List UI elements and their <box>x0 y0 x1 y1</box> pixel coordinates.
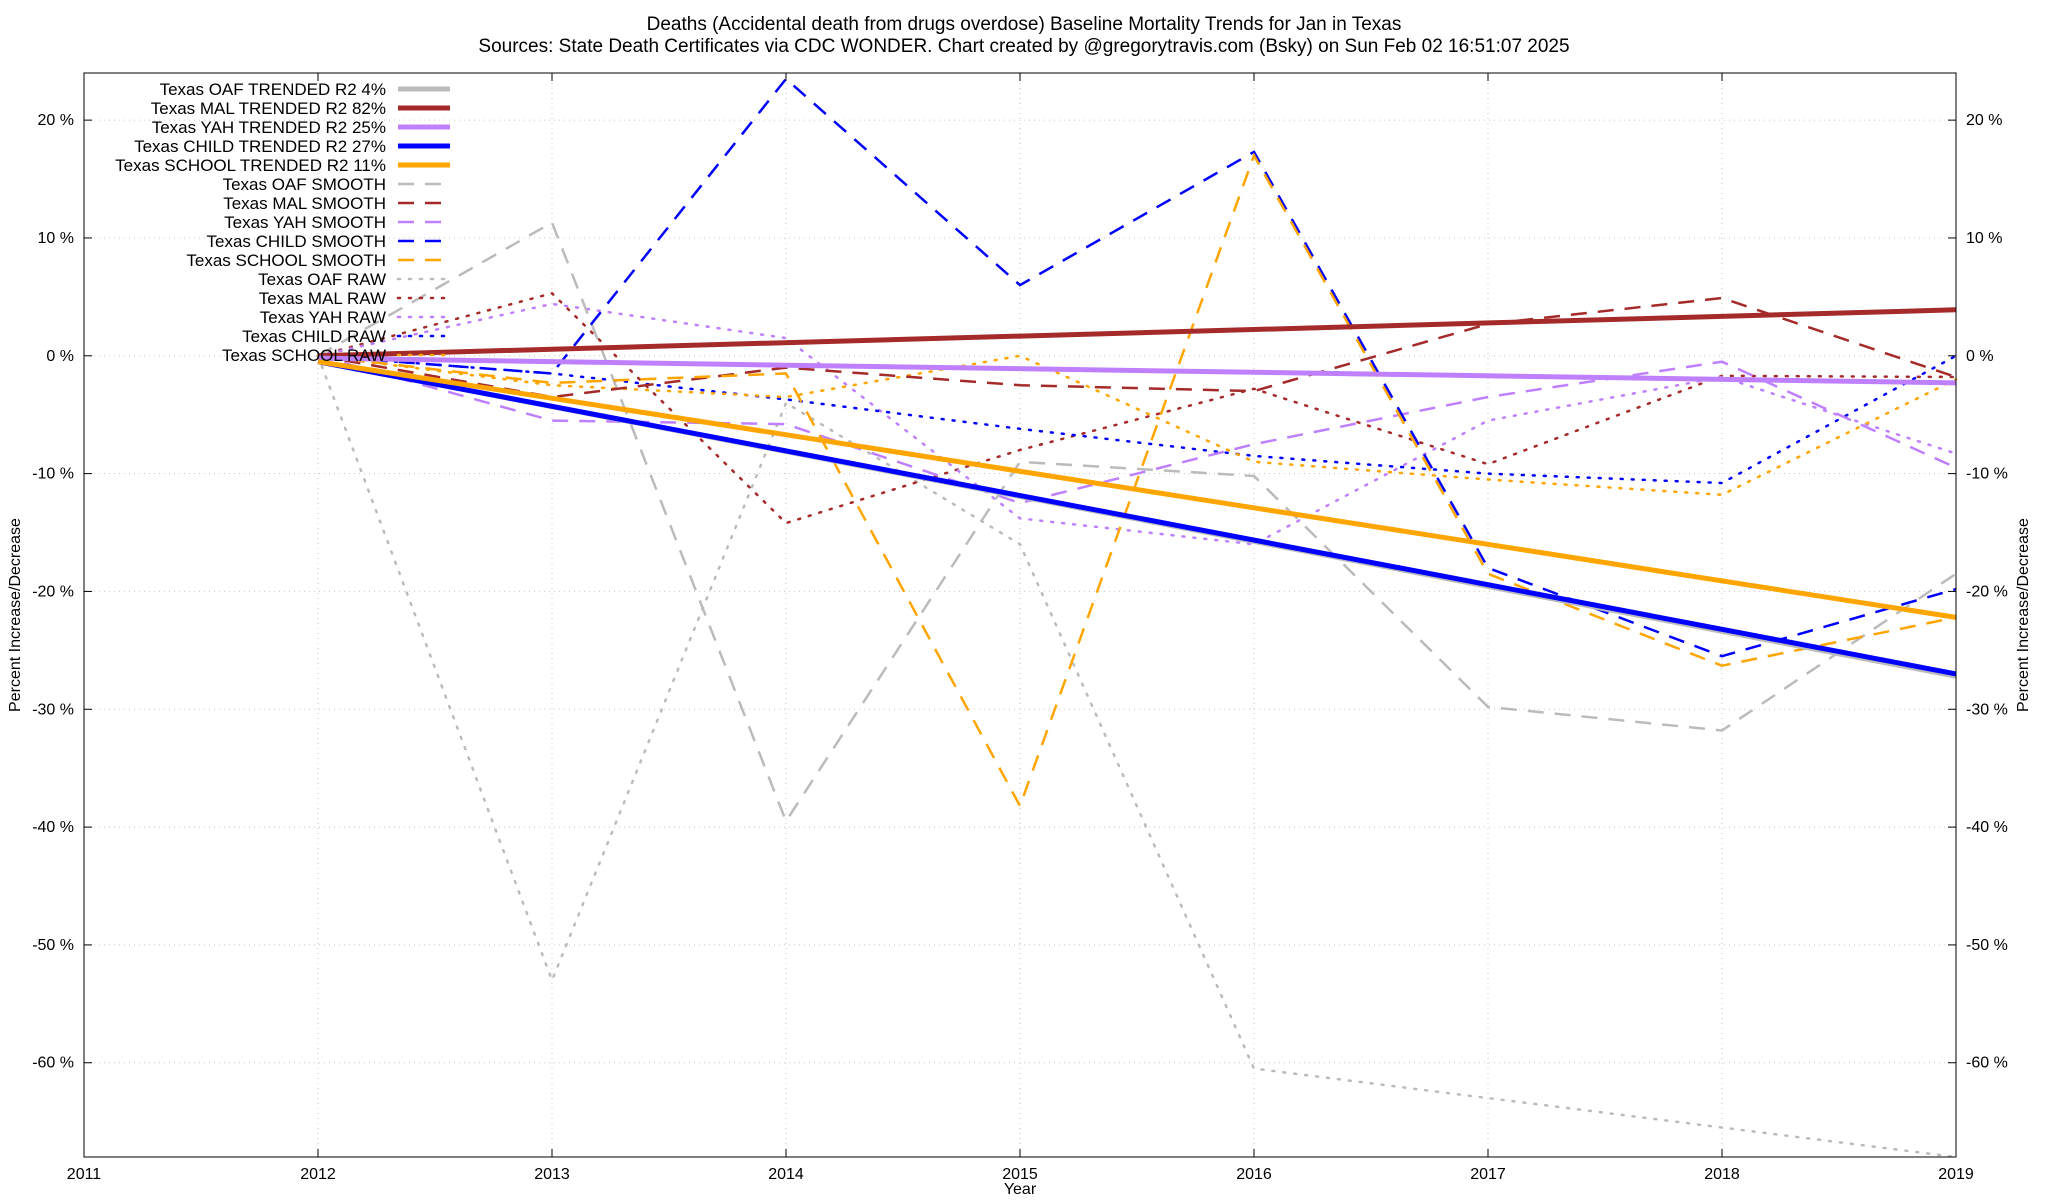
x-tick-label-2018: 2018 <box>1704 1166 1740 1183</box>
x-tick-label-2015: 2015 <box>1002 1166 1038 1183</box>
legend-label-mal-raw: Texas MAL RAW <box>259 289 386 308</box>
y-tick-label-left--30: -30 % <box>32 701 74 718</box>
series-line-child-smooth <box>317 77 1957 658</box>
y-tick-label-right--60: -60 % <box>1966 1055 2008 1072</box>
legend-label-oaf-trend: Texas OAF TRENDED R2 4% <box>160 80 386 99</box>
x-tick-label-2012: 2012 <box>300 1166 336 1183</box>
y-tick-label-right--30: -30 % <box>1966 701 2008 718</box>
legend: Texas OAF TRENDED R2 4%Texas MAL TRENDED… <box>115 80 452 365</box>
series-line-mal-smooth <box>317 296 1957 399</box>
series-line-child-trend <box>317 359 1957 677</box>
legend-label-school-trend: Texas SCHOOL TRENDED R2 11% <box>115 156 386 175</box>
y-tick-label-left-0: 0 % <box>46 348 74 365</box>
legend-label-child-trend: Texas CHILD TRENDED R2 27% <box>134 137 386 156</box>
series-layer <box>316 77 1958 1159</box>
series-line-mal-trend <box>317 307 1957 359</box>
y-tick-label-right--40: -40 % <box>1966 819 2008 836</box>
legend-label-child-smooth: Texas CHILD SMOOTH <box>207 232 386 251</box>
y-tick-label-left-20: 20 % <box>38 112 74 129</box>
y-tick-label-left--60: -60 % <box>32 1055 74 1072</box>
legend-label-child-raw: Texas CHILD RAW <box>242 327 386 346</box>
axis-ticks: 2011 2012 2013 2014 2015 2016 2017 2018 2019 20 %… <box>32 73 2008 1183</box>
legend-label-school-smooth: Texas SCHOOL SMOOTH <box>186 251 386 270</box>
x-tick-label-2014: 2014 <box>768 1166 804 1183</box>
x-tick-label-2017: 2017 <box>1470 1166 1506 1183</box>
y-axis-label-right: Percent Increase/Decrease <box>2015 518 2032 712</box>
series-line-child-raw <box>316 354 1958 485</box>
y-tick-label-left--10: -10 % <box>32 466 74 483</box>
x-tick-label-2019: 2019 <box>1938 1166 1974 1183</box>
y-tick-label-right--10: -10 % <box>1966 466 2008 483</box>
series-line-mal-raw <box>316 291 1958 525</box>
series-line-yah-trend <box>317 355 1957 386</box>
x-tick-label-2011: 2011 <box>67 1166 102 1183</box>
x-tick-label-2013: 2013 <box>534 1166 570 1183</box>
x-axis-label: Year <box>1004 1181 1037 1198</box>
series-line-school-trend <box>317 359 1957 620</box>
y-axis-label-left: Percent Increase/Decrease <box>7 518 24 712</box>
legend-label-oaf-smooth: Texas OAF SMOOTH <box>223 175 386 194</box>
legend-label-mal-trend: Texas MAL TRENDED R2 82% <box>151 99 386 118</box>
x-tick-label-2016: 2016 <box>1236 1166 1272 1183</box>
series-line-school-raw <box>316 354 1958 497</box>
y-tick-label-right-0: 0 % <box>1966 348 1994 365</box>
legend-label-mal-smooth: Texas MAL SMOOTH <box>223 194 386 213</box>
y-tick-label-right-20: 20 % <box>1966 112 2002 129</box>
y-tick-label-left--50: -50 % <box>32 937 74 954</box>
y-tick-label-left-10: 10 % <box>38 230 74 247</box>
series-line-oaf-smooth <box>317 220 1957 824</box>
legend-label-yah-raw: Texas YAH RAW <box>260 308 386 327</box>
y-tick-label-right--20: -20 % <box>1966 583 2008 600</box>
chart-title-line1: Deaths (Accidental death from drugs over… <box>647 14 1402 35</box>
y-tick-label-right--50: -50 % <box>1966 937 2008 954</box>
y-tick-label-right-10: 10 % <box>1966 230 2002 247</box>
series-line-yah-smooth <box>317 354 1957 505</box>
legend-label-yah-smooth: Texas YAH SMOOTH <box>224 213 386 232</box>
y-tick-label-left--20: -20 % <box>32 583 74 600</box>
y-tick-label-left--40: -40 % <box>32 819 74 836</box>
series-line-school-smooth <box>317 152 1957 809</box>
chart-title-line2: Sources: State Death Certificates via CD… <box>478 36 1569 57</box>
legend-label-school-raw: Texas SCHOOL RAW <box>222 346 386 365</box>
legend-label-oaf-raw: Texas OAF RAW <box>258 270 386 289</box>
series-line-oaf-raw <box>316 354 1958 1159</box>
legend-label-yah-trend: Texas YAH TRENDED R2 25% <box>152 118 386 137</box>
